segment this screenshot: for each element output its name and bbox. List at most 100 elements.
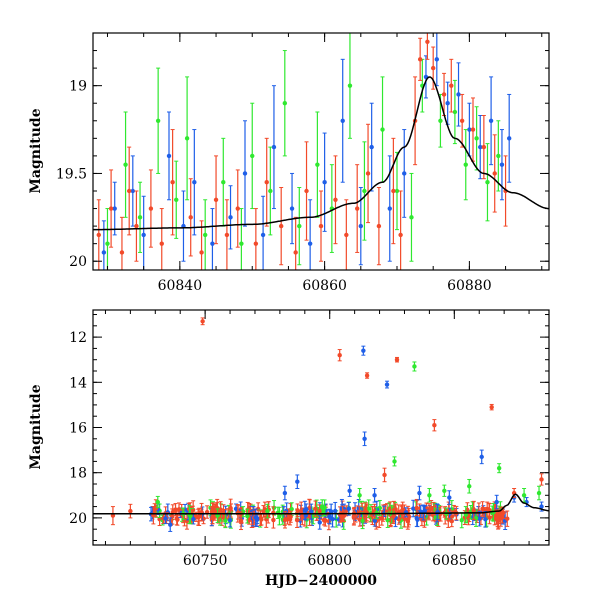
bottom-band-point bbox=[313, 506, 318, 511]
bottom-band-point bbox=[346, 506, 351, 512]
top-green-point bbox=[137, 215, 143, 220]
top-x-tick-label: 60880 bbox=[447, 278, 492, 294]
top-green-point bbox=[347, 83, 353, 88]
top-red-point bbox=[470, 127, 476, 132]
top-red-point bbox=[253, 241, 259, 246]
top-blue-point bbox=[445, 101, 450, 106]
bottom-red-point bbox=[337, 352, 342, 358]
bottom-green-point bbox=[467, 484, 472, 489]
top-y-tick-label: 19 bbox=[69, 79, 87, 95]
top-green-point bbox=[174, 197, 179, 202]
top-blue-point bbox=[289, 206, 295, 211]
bottom-x-tick-label: 60850 bbox=[432, 553, 477, 569]
top-blue-point bbox=[456, 92, 461, 97]
top-blue-point bbox=[467, 127, 472, 132]
bottom-blue-point bbox=[539, 504, 544, 509]
top-red-point bbox=[293, 250, 298, 255]
top-red-point bbox=[304, 188, 309, 194]
top-red-point bbox=[235, 206, 240, 211]
top-green-point bbox=[409, 215, 414, 220]
bottom-band-point bbox=[261, 509, 266, 514]
top-green-point bbox=[250, 153, 255, 159]
top-red-point bbox=[126, 188, 132, 194]
bottom-band-point bbox=[210, 515, 215, 521]
top-x-tick-label: 60840 bbox=[158, 278, 203, 294]
bottom-blue-point bbox=[168, 522, 173, 527]
top-blue-point bbox=[228, 215, 233, 220]
top-green-point bbox=[221, 180, 226, 185]
top-red-point bbox=[481, 144, 487, 150]
top-blue-point bbox=[307, 241, 313, 246]
top-y-tick-label: 20 bbox=[69, 254, 87, 270]
bottom-band-point bbox=[163, 516, 168, 521]
bottom-band-point bbox=[287, 517, 293, 522]
top-red-point bbox=[199, 250, 204, 255]
top-green-point bbox=[105, 241, 110, 246]
top-green-point bbox=[315, 162, 320, 167]
bottom-band-point bbox=[317, 508, 322, 514]
bottom-band-point bbox=[295, 508, 300, 513]
bottom-band-point bbox=[372, 518, 377, 523]
bottom-band-point bbox=[480, 506, 485, 511]
bottom-band-point bbox=[477, 516, 482, 521]
top-red-point bbox=[278, 223, 284, 229]
top-red-point bbox=[159, 241, 164, 246]
top-red-point bbox=[333, 197, 338, 202]
top-red-point bbox=[354, 206, 360, 211]
top-red-point bbox=[441, 92, 447, 97]
top-blue-point bbox=[210, 241, 215, 246]
top-green-point bbox=[474, 136, 479, 141]
bottom-band-point bbox=[390, 514, 396, 519]
bottom-green-point bbox=[392, 459, 397, 464]
bottom-band-point bbox=[294, 517, 300, 523]
bottom-blue-point bbox=[494, 499, 499, 505]
bottom-band-point bbox=[277, 513, 282, 519]
top-plot-data bbox=[93, 33, 549, 270]
bottom-y-tick-label: 20 bbox=[69, 511, 87, 527]
top-red-point bbox=[96, 232, 101, 238]
bottom-red-point bbox=[382, 472, 387, 478]
top-blue-point bbox=[112, 206, 117, 211]
bottom-green-point bbox=[521, 493, 527, 498]
top-blue-point bbox=[488, 118, 494, 123]
top-red-point bbox=[417, 57, 423, 62]
bottom-band-point bbox=[175, 517, 180, 522]
top-red-point bbox=[264, 180, 269, 185]
top-blue-point bbox=[478, 144, 483, 150]
bottom-blue-point bbox=[372, 493, 377, 498]
top-green-point bbox=[452, 109, 458, 115]
bottom-ticks: 60750 60800 60850 12 14 16 18 20 bbox=[69, 310, 549, 569]
top-red-point bbox=[344, 232, 349, 238]
top-blue-point bbox=[260, 232, 266, 238]
bottom-green-point bbox=[442, 488, 447, 493]
bottom-blue-point bbox=[447, 495, 452, 500]
bottom-band-point bbox=[505, 516, 510, 521]
bottom-red-point bbox=[394, 357, 400, 362]
bottom-blue-point bbox=[282, 490, 288, 496]
bottom-green-point bbox=[357, 493, 362, 498]
bottom-red-point bbox=[200, 319, 205, 324]
bottom-x-tick-label: 60800 bbox=[307, 553, 352, 569]
top-blue-point bbox=[340, 118, 345, 123]
bottom-y-tick-label: 14 bbox=[69, 375, 87, 391]
bottom-x-tick-label: 60750 bbox=[183, 553, 228, 569]
bottom-band-point bbox=[333, 508, 338, 514]
top-blue-point bbox=[242, 171, 248, 176]
bottom-band-point bbox=[414, 516, 419, 521]
bottom-band-point bbox=[328, 509, 334, 514]
top-green-point bbox=[297, 223, 302, 229]
bottom-band-point bbox=[258, 515, 263, 521]
bottom-blue-point bbox=[317, 520, 322, 525]
bottom-band-point bbox=[228, 505, 233, 511]
bottom-blue-point bbox=[361, 348, 366, 353]
top-green-point bbox=[394, 188, 400, 194]
top-y-axis-title: Magnitude bbox=[28, 108, 44, 193]
bottom-green-point bbox=[536, 490, 542, 496]
top-green-point bbox=[268, 188, 273, 194]
top-blue-point bbox=[499, 162, 505, 167]
bottom-green-point bbox=[496, 465, 502, 471]
bottom-band-point bbox=[240, 509, 246, 514]
top-green-point bbox=[496, 153, 501, 159]
top-red-point bbox=[213, 197, 219, 202]
